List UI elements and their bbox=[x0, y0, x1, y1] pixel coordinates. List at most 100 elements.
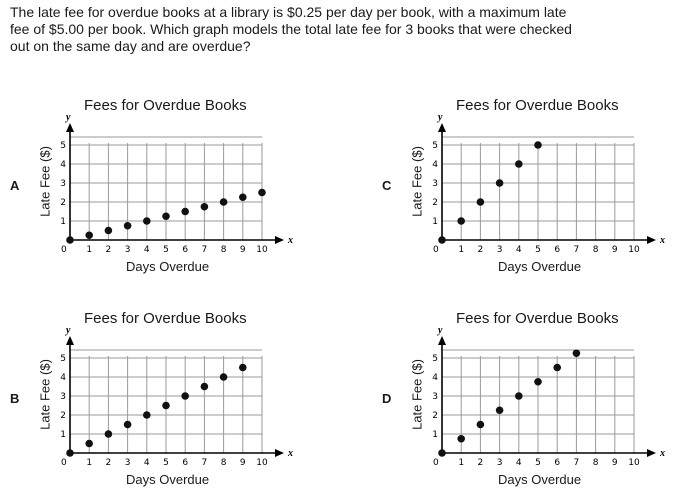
plot-area: x y 0 1 2 3 4 5 6 7 8 9 10 1 2 3 4 5 bbox=[60, 112, 293, 255]
y-tick-label: 4 bbox=[432, 160, 438, 170]
y-tick-label: 5 bbox=[60, 354, 66, 364]
x-tick-label: 5 bbox=[535, 458, 541, 468]
x-tick-label: 3 bbox=[497, 245, 503, 255]
data-point bbox=[162, 401, 170, 410]
data-point bbox=[239, 363, 247, 372]
y-axis-arrow bbox=[438, 336, 446, 345]
y-tick-label: 4 bbox=[432, 373, 438, 383]
x-tick-label: 7 bbox=[202, 458, 208, 468]
x-axis-arrow bbox=[275, 236, 284, 244]
x-tick-label: 10 bbox=[256, 245, 268, 255]
y-tick-label: 5 bbox=[60, 141, 66, 151]
y-tick-label: 3 bbox=[432, 392, 438, 402]
grid bbox=[442, 349, 635, 453]
x-tick-label: 6 bbox=[182, 245, 188, 255]
data-point bbox=[515, 160, 523, 168]
plot-area: x y 0 1 2 3 4 5 6 7 8 9 10 1 2 3 4 5 bbox=[432, 112, 665, 255]
x-axis-label: Days Overdue bbox=[498, 259, 582, 274]
y-tick-label: 5 bbox=[432, 141, 438, 151]
x-tick-label: 6 bbox=[554, 245, 560, 255]
data-point bbox=[495, 179, 504, 187]
data-point bbox=[123, 420, 132, 429]
option-letter: A bbox=[10, 178, 20, 193]
data-point bbox=[438, 236, 446, 244]
data-point bbox=[534, 377, 542, 386]
graph-option-a: A Fees for Overdue Books Late Fee ($) Days … bbox=[0, 95, 320, 285]
data-point bbox=[457, 217, 465, 225]
x-tick-label: 2 bbox=[478, 458, 484, 468]
x-tick-label: 9 bbox=[612, 458, 618, 468]
y-tick-label: 3 bbox=[432, 179, 438, 189]
data-point bbox=[476, 198, 485, 206]
data-point bbox=[476, 420, 485, 429]
x-tick-label: 4 bbox=[516, 458, 522, 468]
y-tick-label: 2 bbox=[60, 411, 66, 421]
chart-title: Fees for Overdue Books bbox=[84, 310, 247, 327]
data-point bbox=[258, 188, 266, 197]
y-tick-label: 1 bbox=[60, 217, 66, 227]
x-axis-letter: x bbox=[659, 448, 665, 459]
x-axis-label: Days Overdue bbox=[498, 472, 582, 487]
data-point bbox=[85, 439, 93, 448]
x-tick-label: 4 bbox=[144, 458, 150, 468]
x-tick-label: 2 bbox=[106, 458, 112, 468]
data-point bbox=[200, 382, 209, 391]
x-tick-label: 4 bbox=[144, 245, 150, 255]
chart-title: Fees for Overdue Books bbox=[456, 97, 619, 114]
data-point bbox=[66, 236, 74, 244]
chart-title: Fees for Overdue Books bbox=[456, 310, 619, 327]
y-tick-label: 1 bbox=[60, 430, 66, 440]
x-tick-label: 9 bbox=[240, 458, 246, 468]
origin-label: 0 bbox=[433, 458, 439, 468]
y-tick-label: 1 bbox=[432, 430, 438, 440]
graph-option-c: C Fees for Overdue Books Late Fee ($) Days … bbox=[372, 95, 686, 285]
x-tick-label: 1 bbox=[86, 245, 92, 255]
x-tick-label: 5 bbox=[163, 245, 169, 255]
y-tick-label: 3 bbox=[60, 392, 66, 402]
y-axis-letter: y bbox=[65, 112, 71, 123]
y-axis-arrow bbox=[66, 336, 74, 345]
origin-label: 0 bbox=[433, 245, 439, 255]
y-axis-arrow bbox=[438, 123, 446, 132]
y-tick-label: 2 bbox=[432, 198, 438, 208]
data-point bbox=[534, 141, 542, 149]
x-tick-label: 3 bbox=[125, 458, 131, 468]
option-letter: B bbox=[10, 391, 20, 406]
x-tick-label: 2 bbox=[106, 245, 112, 255]
x-tick-label: 8 bbox=[593, 458, 599, 468]
x-tick-label: 10 bbox=[256, 458, 268, 468]
y-axis-arrow bbox=[66, 123, 74, 132]
y-tick-label: 4 bbox=[60, 373, 66, 383]
grid bbox=[70, 136, 263, 240]
chart-title: Fees for Overdue Books bbox=[84, 97, 247, 114]
x-tick-label: 1 bbox=[458, 245, 464, 255]
x-tick-label: 10 bbox=[628, 458, 640, 468]
y-tick-label: 5 bbox=[432, 354, 438, 364]
graph-option-b: B Fees for Overdue Books Late Fee ($) Days … bbox=[0, 308, 320, 498]
data-point bbox=[66, 449, 74, 457]
x-tick-label: 3 bbox=[497, 458, 503, 468]
data-point bbox=[104, 226, 113, 235]
x-axis-arrow bbox=[647, 236, 656, 244]
x-tick-label: 6 bbox=[182, 458, 188, 468]
data-point bbox=[181, 392, 189, 400]
x-tick-label: 7 bbox=[574, 458, 580, 468]
data-point bbox=[104, 430, 113, 438]
graph-option-d: D Fees for Overdue Books Late Fee ($) Days … bbox=[372, 308, 686, 498]
x-tick-label: 6 bbox=[554, 458, 560, 468]
x-tick-label: 5 bbox=[163, 458, 169, 468]
plot-area: x y 0 1 2 3 4 5 6 7 8 9 10 1 2 3 4 5 bbox=[432, 325, 665, 468]
data-point bbox=[515, 392, 523, 400]
data-point bbox=[143, 411, 151, 419]
data-point bbox=[572, 349, 581, 358]
data-point bbox=[181, 207, 189, 216]
data-point bbox=[219, 373, 228, 381]
x-tick-label: 2 bbox=[478, 245, 484, 255]
question-line-1: The late fee for overdue books at a libr… bbox=[10, 4, 567, 20]
option-letter: C bbox=[382, 178, 392, 193]
x-tick-label: 8 bbox=[221, 245, 227, 255]
data-point bbox=[457, 434, 465, 443]
x-axis-letter: x bbox=[659, 235, 665, 246]
x-axis-letter: x bbox=[287, 235, 293, 246]
question-text: The late fee for overdue books at a libr… bbox=[10, 4, 680, 55]
